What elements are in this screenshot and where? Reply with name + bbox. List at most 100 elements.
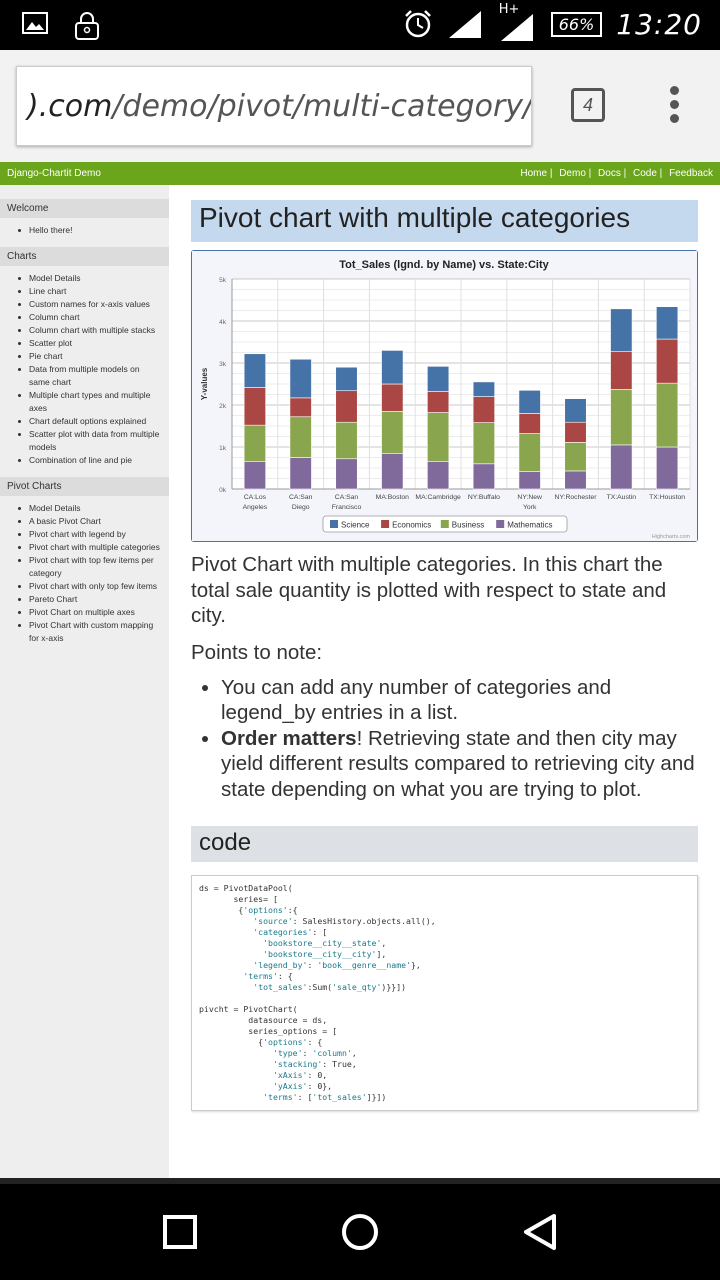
top-nav: Django-Chartit Demo Home | Demo | Docs |… xyxy=(0,162,720,185)
legend-label-science: Science xyxy=(341,521,370,530)
nav-link-home[interactable]: Home | xyxy=(520,168,553,179)
bar-segment-science xyxy=(656,306,679,340)
nav-link-demo[interactable]: Demo | xyxy=(559,168,592,179)
legend-swatch-science xyxy=(330,520,338,528)
code-token: :Sum( xyxy=(307,982,333,992)
note-2-text: ! Retrieving state and then city may yie… xyxy=(221,726,695,801)
sidebar-link-pivot-8[interactable]: Pivot Chart with custom mapping for x-ax… xyxy=(18,619,169,645)
code-token: 'stacking' xyxy=(272,1059,323,1069)
sidebar-link-pivot-3[interactable]: Pivot chart with multiple categories xyxy=(18,541,169,554)
code-token xyxy=(199,1081,273,1091)
nav-link-code[interactable]: Code | xyxy=(633,168,663,179)
status-bar: H+ 66% 13:20 xyxy=(0,0,720,50)
bar-segment-business xyxy=(564,442,587,472)
code-token: pivcht = PivotChart( xyxy=(199,1004,298,1014)
sidebar-link-welcome-0[interactable]: Hello there! xyxy=(18,224,169,237)
legend-label-economics: Economics xyxy=(392,521,431,530)
code-token: 'xAxis' xyxy=(272,1070,308,1080)
code-token: ]}]) xyxy=(366,1092,387,1102)
bar-segment-mathematics xyxy=(335,458,358,490)
legend-swatch-business xyxy=(440,520,449,528)
nav-link-feedback[interactable]: Feedback xyxy=(669,168,713,179)
bar-segment-economics xyxy=(610,351,633,390)
tab-switcher-button[interactable]: 4 xyxy=(571,88,605,122)
sidebar-list-welcome: Hello there! xyxy=(0,224,169,237)
code-token xyxy=(199,1048,273,1058)
sidebar-link-charts-9[interactable]: Chart default options explained xyxy=(18,415,169,428)
bar-segment-business xyxy=(243,424,266,463)
nav-link-docs[interactable]: Docs | xyxy=(598,168,627,179)
bar-segment-business xyxy=(289,416,312,458)
sidebar-link-charts-11[interactable]: Combination of line and pie xyxy=(18,454,169,467)
code-token: :{ xyxy=(287,905,298,915)
sidebar-link-charts-6[interactable]: Pie chart xyxy=(18,350,169,363)
y-tick-label: 4k xyxy=(219,319,227,326)
home-icon[interactable] xyxy=(341,1213,379,1251)
bar-segment-economics xyxy=(335,390,358,423)
bar-segment-business xyxy=(427,412,450,462)
bar-segment-business xyxy=(381,411,404,454)
sidebar-list-pivot: Model Details A basic Pivot Chart Pivot ch… xyxy=(0,502,169,645)
sidebar-link-pivot-5[interactable]: Pivot chart with only top few items xyxy=(18,580,169,593)
code-token: }, xyxy=(411,960,421,970)
bar-segment-economics xyxy=(381,383,404,412)
page-title: Pivot chart with multiple categories xyxy=(191,200,698,242)
sidebar-link-charts-2[interactable]: Custom names for x-axis values xyxy=(18,298,169,311)
bar-segment-economics xyxy=(427,391,450,413)
bar-segment-mathematics xyxy=(518,471,541,490)
sidebar-link-charts-5[interactable]: Scatter plot xyxy=(18,337,169,350)
notes-list: You can add any number of categories and… xyxy=(191,675,698,803)
bar-segment-science xyxy=(610,308,633,352)
bar-segment-mathematics xyxy=(243,461,266,490)
recents-icon[interactable] xyxy=(163,1215,197,1249)
code-token xyxy=(199,938,263,948)
url-bar[interactable]: ).com/demo/pivot/multi-category/ xyxy=(16,66,532,146)
chart-title: Tot_Sales (lgnd. by Name) vs. State:City xyxy=(339,259,549,271)
code-token: : { xyxy=(277,971,293,981)
overflow-menu-icon[interactable] xyxy=(668,86,680,126)
code-token xyxy=(199,949,263,959)
bar-segment-economics xyxy=(289,397,312,418)
sidebar-list-charts: Model Details Line chart Custom names for … xyxy=(0,272,169,467)
x-tick-label: MA:Cambridge xyxy=(415,494,461,501)
code-token: 'book__genre__name' xyxy=(317,960,411,970)
back-icon[interactable] xyxy=(522,1213,558,1251)
sidebar-link-charts-4[interactable]: Column chart with multiple stacks xyxy=(18,324,169,337)
sidebar-link-charts-0[interactable]: Model Details xyxy=(18,272,169,285)
sidebar-link-pivot-0[interactable]: Model Details xyxy=(18,502,169,515)
sidebar-link-pivot-4[interactable]: Pivot chart with top few items per categ… xyxy=(18,554,169,580)
sidebar-link-pivot-1[interactable]: A basic Pivot Chart xyxy=(18,515,169,528)
sidebar-link-charts-8[interactable]: Multiple chart types and multiple axes xyxy=(18,389,169,415)
bar-segment-science xyxy=(518,390,541,414)
sidebar-link-pivot-6[interactable]: Pareto Chart xyxy=(18,593,169,606)
y-tick-label: 1k xyxy=(219,445,227,452)
code-token xyxy=(199,1059,273,1069)
x-tick-label: NY:Rochester xyxy=(555,494,598,501)
x-tick-label: TX:Austin xyxy=(607,494,637,501)
bar-segment-economics xyxy=(656,338,679,384)
chart-credit: Highcharts.com xyxy=(652,534,691,540)
code-token: 'bookstore__city__state' xyxy=(263,938,382,948)
sidebar-link-pivot-2[interactable]: Pivot chart with legend by xyxy=(18,528,169,541)
y-tick-label: 0k xyxy=(219,487,227,494)
sidebar-link-charts-10[interactable]: Scatter plot with data from multiple mod… xyxy=(18,428,169,454)
code-token: 'terms' xyxy=(263,1092,298,1102)
code-token: datasource = ds, xyxy=(199,1015,328,1025)
legend-label-mathematics: Mathematics xyxy=(507,521,552,530)
network-type: H+ xyxy=(498,2,520,17)
x-tick-label: TX:Houston xyxy=(649,494,685,501)
code-token xyxy=(199,1070,273,1080)
code-token xyxy=(199,960,253,970)
sidebar-heading-pivot: Pivot Charts xyxy=(0,477,169,496)
code-token: 'yAxis' xyxy=(272,1081,308,1091)
sidebar-link-charts-3[interactable]: Column chart xyxy=(18,311,169,324)
x-tick-label-line2: Angeles xyxy=(243,504,268,511)
y-tick-label: 5k xyxy=(219,277,227,284)
sidebar-link-pivot-7[interactable]: Pivot Chart on multiple axes xyxy=(18,606,169,619)
sidebar-heading-charts: Charts xyxy=(0,247,169,266)
sidebar-link-charts-7[interactable]: Data from multiple models on same chart xyxy=(18,363,169,389)
sidebar-link-charts-1[interactable]: Line chart xyxy=(18,285,169,298)
code-token: series_options = [ xyxy=(199,1026,338,1036)
browser-toolbar: ).com/demo/pivot/multi-category/ 4 xyxy=(0,50,720,162)
site-title[interactable]: Django-Chartit Demo xyxy=(7,168,101,179)
